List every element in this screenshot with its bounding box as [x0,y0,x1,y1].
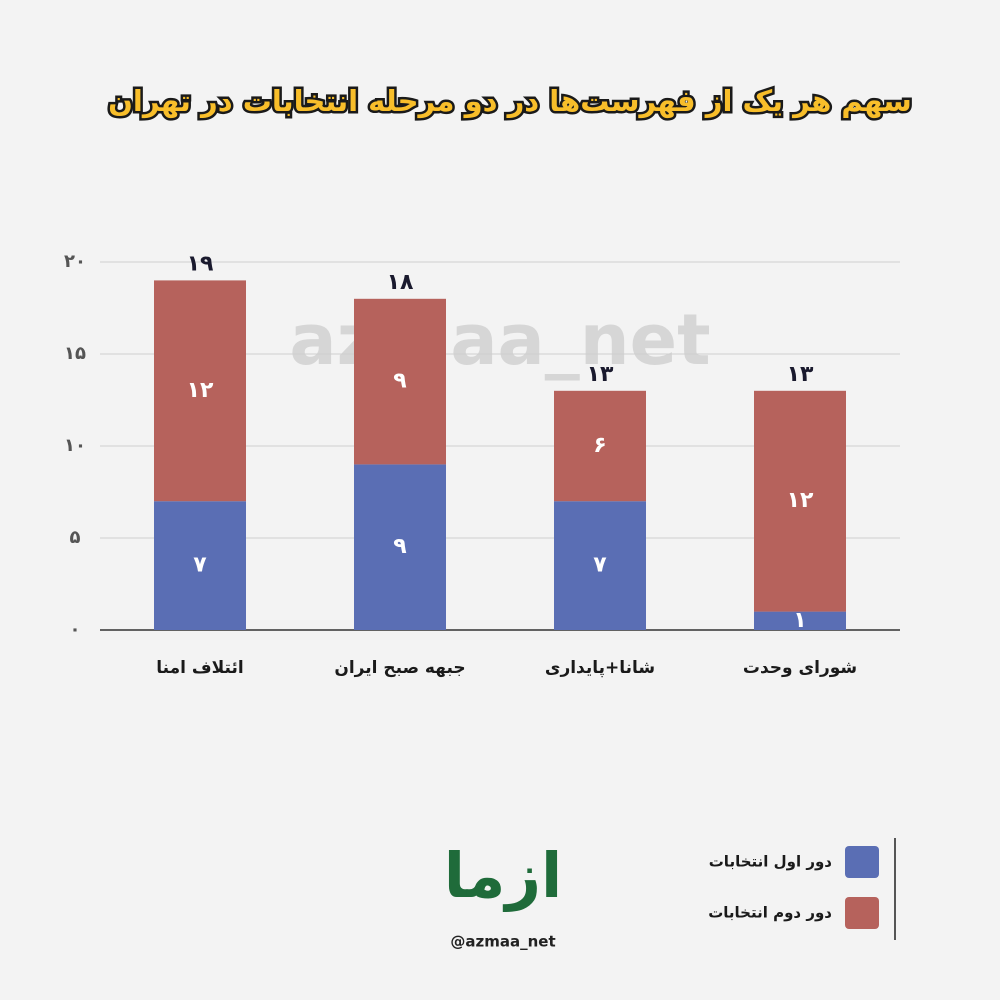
bar-segment [154,280,246,502]
bar-segment [754,390,846,612]
bar-segment [754,611,846,630]
y-tick-label: ۵ [70,527,81,548]
legend-label: دور دوم انتخابات [708,904,832,922]
data-label: ۹ [393,369,406,394]
legend-label: دور اول انتخابات [709,853,833,871]
bar-segment [354,464,446,630]
x-tick-label: جبهه صبح ایران [334,658,465,678]
data-label: ۷ [593,553,607,578]
bar-segment [354,298,446,465]
total-label: ۱۳ [587,362,614,387]
data-label: ۱۲ [187,378,214,403]
y-tick-label: ۱۵ [64,343,86,364]
bar-segment [554,501,646,630]
bar-segment [154,501,246,630]
y-tick-label: ۱۰ [64,435,86,456]
logo-handle: @azmaa_net [450,933,555,951]
total-label: ۱۳ [787,362,814,387]
data-label: ۶ [593,433,606,458]
legend-swatch [845,846,879,878]
total-label: ۱۹ [187,251,214,276]
total-label: ۱۸ [387,270,414,295]
y-tick-label: ۰ [70,619,81,640]
data-label: ۷ [193,553,207,578]
logo: ازما [444,839,563,912]
chart-title: سهم هر یک از فهرست‌ها در دو مرحله انتخاب… [108,84,912,118]
x-tick-label: شورای وحدت [743,658,857,678]
watermark: azmaa_net [289,299,710,381]
legend-swatch [845,897,879,929]
y-tick-label: ۲۰ [64,251,86,272]
data-label: ۱ [793,608,806,633]
bar-segment [554,390,646,502]
data-label: ۹ [393,534,406,559]
data-label: ۱۲ [787,488,814,513]
x-tick-label: ائتلاف امنا [156,658,243,678]
x-tick-label: شانا+پایداری [545,658,655,678]
